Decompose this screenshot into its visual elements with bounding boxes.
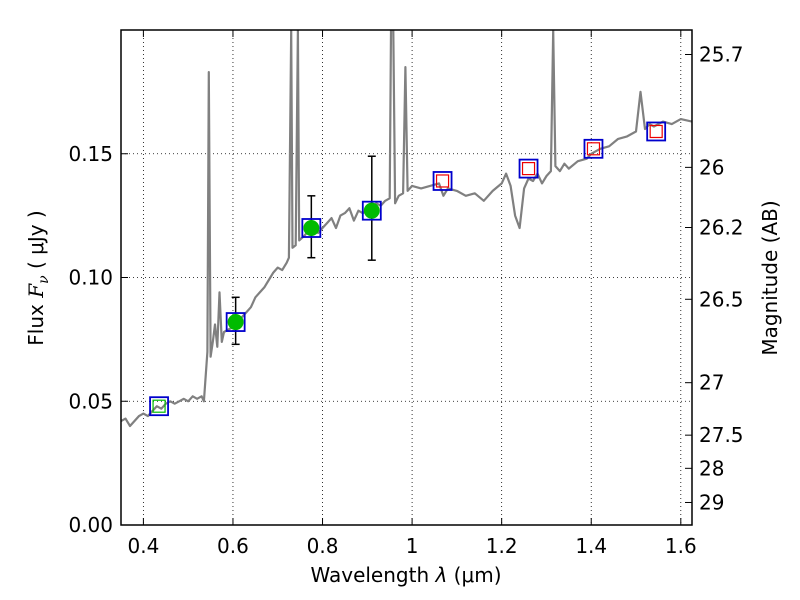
model-point-square: [432, 171, 453, 191]
observed-point: [303, 220, 320, 236]
x-tick-label: 1.4: [575, 534, 607, 558]
x-tick-label: 1.2: [486, 534, 518, 558]
y-axis-label: Flux Fν ( μJy ): [24, 210, 52, 345]
upper-limit-point: [586, 142, 601, 156]
x-tick-label: 1.6: [665, 534, 697, 558]
model-point-square: [583, 138, 604, 159]
y-tick-label: 0.10: [68, 266, 113, 290]
upper-limit-point: [649, 124, 663, 139]
y2-tick-label: 29: [699, 490, 724, 514]
x-tick-label: 1: [406, 534, 419, 558]
y2-tick-label: 26: [699, 155, 724, 179]
model-point-square: [225, 312, 246, 332]
model-point-square: [361, 200, 382, 221]
y-tick-label: 0.00: [68, 513, 113, 537]
y2-tick-label: 28: [699, 456, 724, 480]
x-axis-label: Wavelength λ (μm): [310, 563, 501, 587]
y2-tick-label: 25.7: [699, 43, 744, 67]
model-point-square: [518, 158, 539, 179]
model-point-square: [646, 121, 667, 142]
y-tick-label: 0.15: [68, 142, 113, 166]
spectrum-line: [121, 30, 692, 428]
upper-limit-point: [435, 174, 450, 188]
observed-point: [363, 202, 380, 219]
x-tick-label: 0.6: [217, 534, 249, 558]
axis-ticks: 0.4 0.6 0.8 1 1.2 1.4 1.6 0.00 0.05 0.10 0.15 25.7 2…: [68, 30, 744, 558]
upper-limit-point: [521, 162, 536, 176]
model-point-square: [301, 218, 322, 238]
y2-tick-label: 26.2: [699, 216, 744, 240]
y2-tick-label: 26.5: [699, 287, 744, 311]
y-tick-label: 0.05: [68, 389, 113, 413]
y2-tick-label: 27: [699, 371, 724, 395]
other-point: [152, 399, 166, 413]
plot-area: [121, 30, 692, 428]
x-tick-label: 0.8: [307, 534, 339, 558]
x-tick-label: 0.4: [127, 534, 159, 558]
y2-axis-label: Magnitude (AB): [758, 200, 782, 355]
model-point-square: [149, 396, 169, 417]
grid: [121, 30, 692, 526]
y2-tick-label: 27.5: [699, 423, 744, 447]
observed-point: [227, 314, 244, 331]
